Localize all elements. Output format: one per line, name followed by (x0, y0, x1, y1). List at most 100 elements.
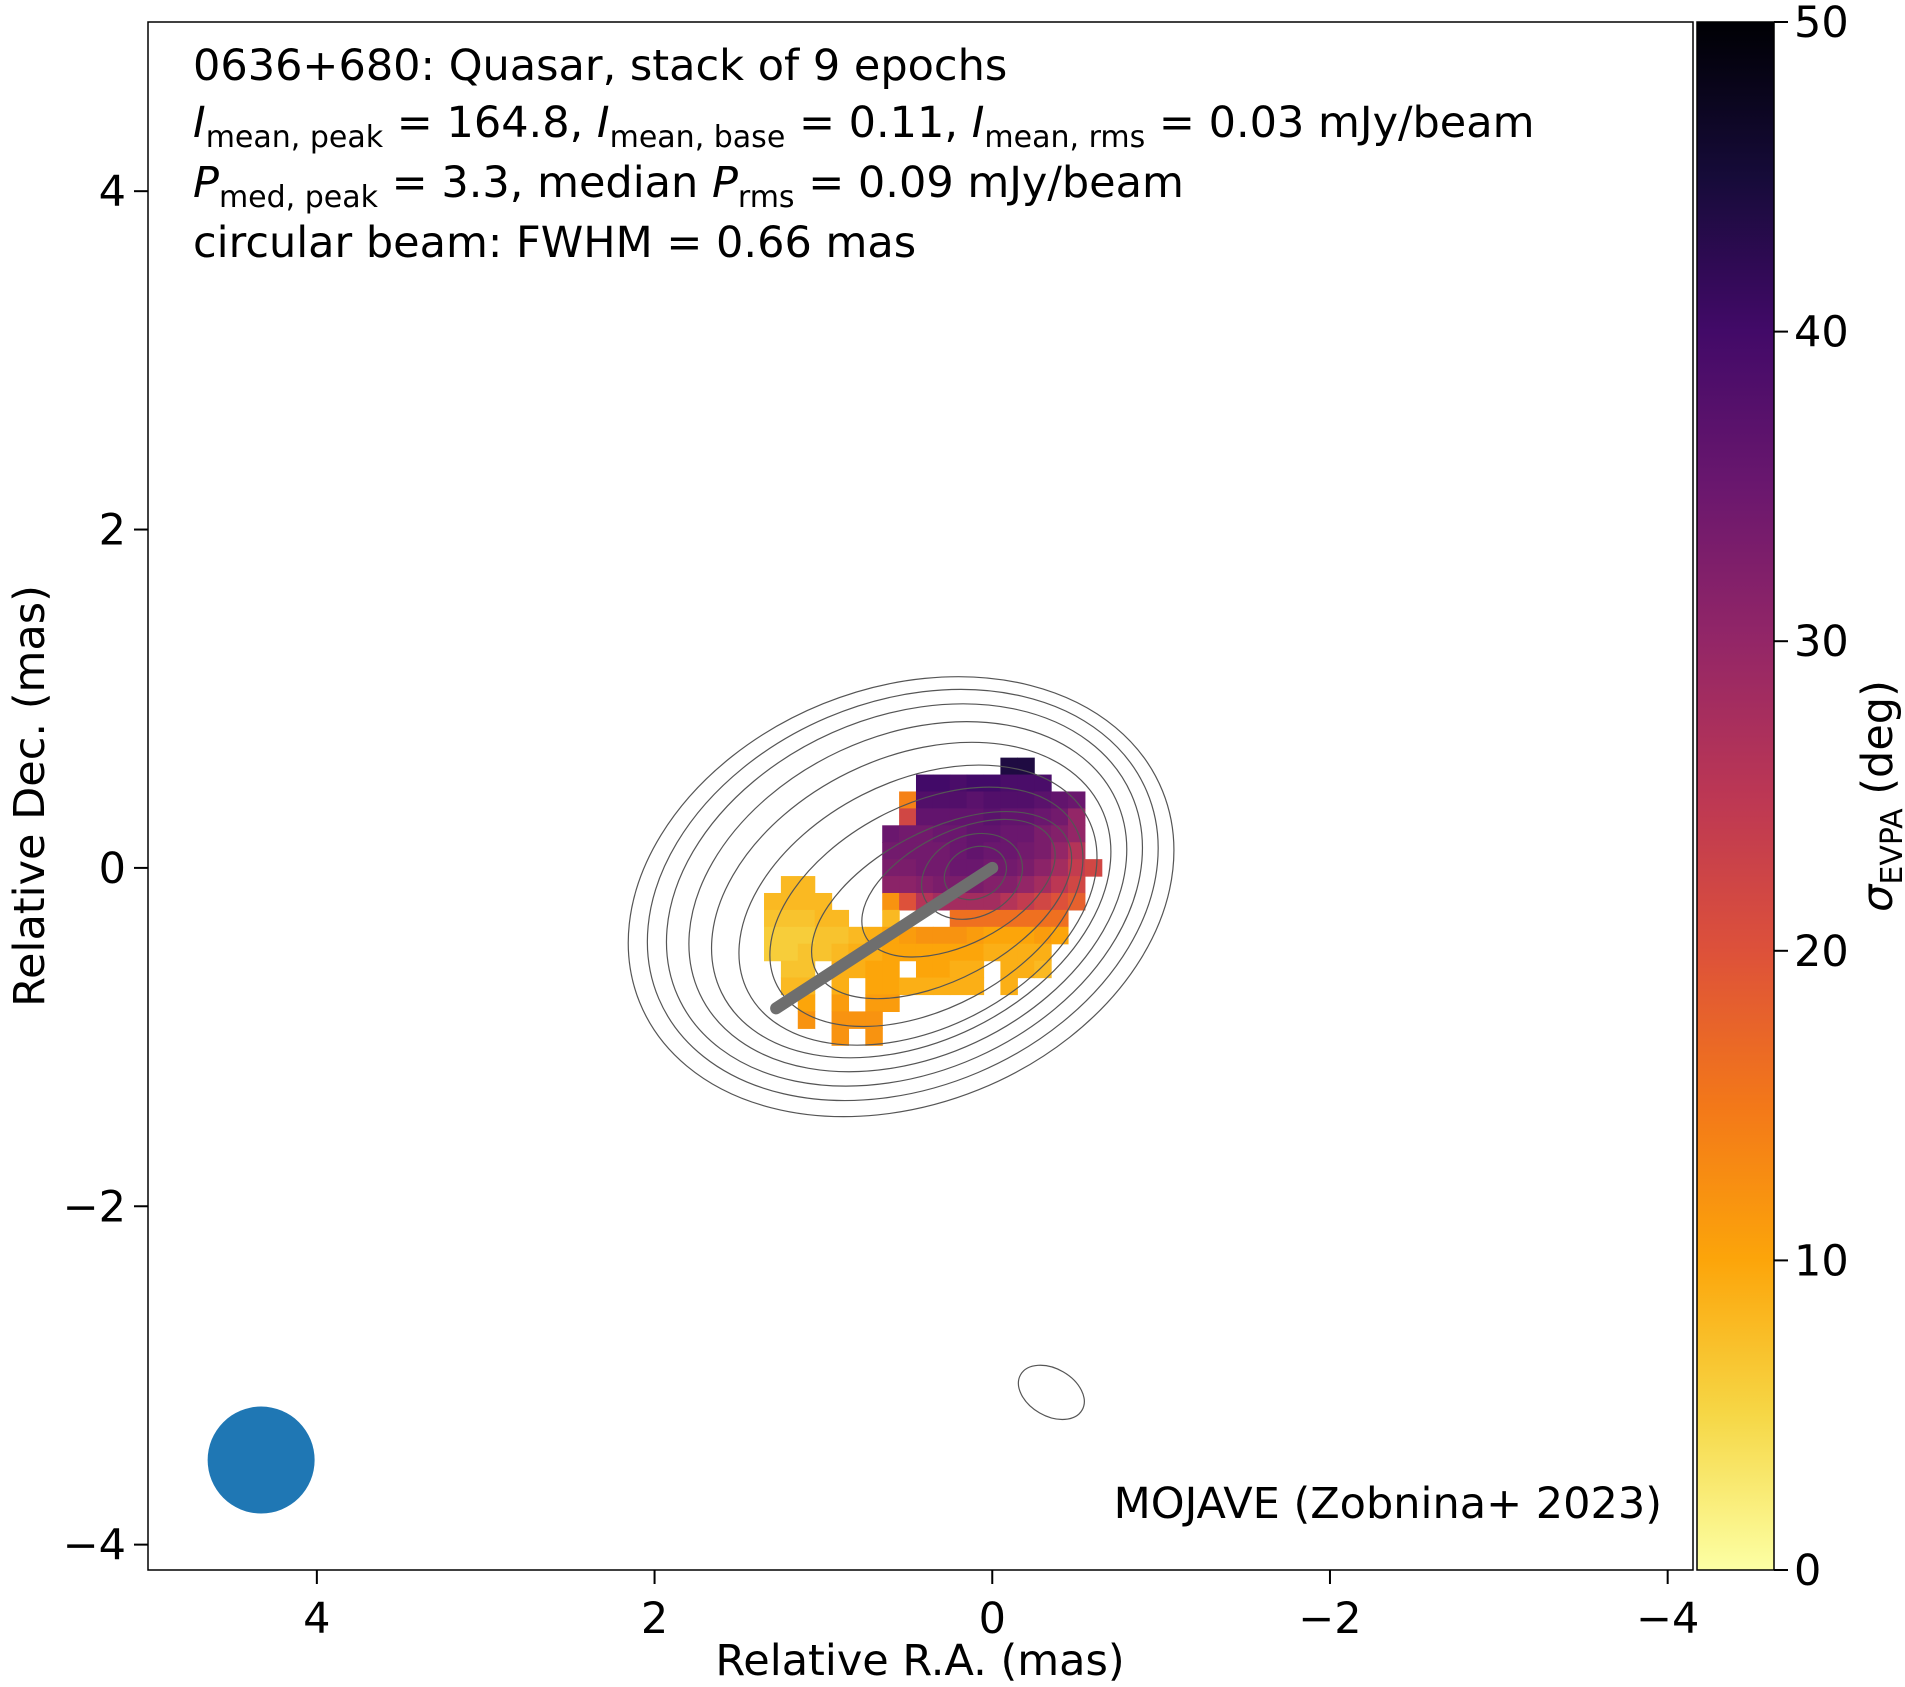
y-tick-label: 4 (99, 167, 126, 217)
sigma-evpa-pixel (831, 926, 850, 945)
intensity-contour (665, 703, 1144, 1087)
sigma-evpa-pixel (1000, 757, 1018, 776)
y-axis-label: Relative Dec. (mas) (5, 585, 55, 1007)
sigma-evpa-pixel (1000, 977, 1018, 996)
sigma-evpa-pixel (1034, 876, 1052, 894)
sigma-evpa-pixel (1051, 791, 1069, 809)
x-tick-label: −2 (1298, 1594, 1361, 1644)
sigma-evpa-pixel (1067, 859, 1086, 877)
sigma-evpa-pixel (882, 892, 900, 911)
colorbar-tick-label: 10 (1794, 1236, 1849, 1286)
sigma-evpa-pixel (949, 926, 968, 945)
sigma-evpa-pixel (1067, 842, 1086, 860)
sigma-evpa-pixel (949, 859, 968, 877)
annotation-line-1: 0636+680: Quasar, stack of 9 epochs (193, 41, 1007, 91)
sigma-evpa-pixel (1067, 892, 1086, 911)
sigma-evpa-pixel (983, 774, 1002, 793)
sigma-evpa-pixel (1000, 859, 1018, 877)
sigma-evpa-pixel (1067, 825, 1086, 843)
sigma-evpa-pixel (1034, 943, 1052, 962)
sigma-evpa-pixel (1000, 892, 1018, 911)
sigma-evpa-pixel (915, 876, 934, 894)
sigma-evpa-pixel (949, 943, 968, 962)
sigma-evpa-pixel (932, 876, 951, 894)
sigma-evpa-pixel (831, 994, 850, 1013)
y-axis-ticks: 4 2 0 −2 −4 (63, 167, 148, 1571)
sigma-evpa-pixel (949, 791, 968, 809)
intensity-contour (769, 786, 1084, 1028)
colorbar-tick-label: 0 (1794, 1546, 1821, 1596)
sigma-evpa-pixel (915, 977, 934, 996)
sigma-evpa-pixel (764, 909, 782, 928)
sigma-evpa-pixel (797, 876, 816, 894)
sigma-evpa-pixel (797, 943, 816, 962)
sigma-evpa-pixel (899, 977, 917, 996)
sigma-evpa-pixel (932, 943, 951, 962)
sigma-evpa-pixel (831, 1028, 850, 1046)
sigma-evpa-pixel (949, 842, 968, 860)
sigma-evpa-pixel (966, 842, 985, 860)
sigma-evpa-pixel (966, 909, 985, 928)
intensity-contour (710, 741, 1112, 1059)
sigma-evpa-pixel (899, 943, 917, 962)
sigma-evpa-pixel (899, 892, 917, 911)
sigma-evpa-pixel (780, 892, 799, 911)
sigma-evpa-pixel (915, 791, 934, 809)
sigma-evpa-pixel (1000, 791, 1018, 809)
sigma-evpa-pixel (966, 977, 985, 996)
sigma-evpa-pixel (1017, 757, 1035, 776)
sigma-evpa-pixel (780, 876, 799, 894)
sigma-evpa-pixel (966, 960, 985, 979)
sigma-evpa-pixel (780, 909, 799, 928)
sigma-evpa-pixel (915, 808, 934, 826)
sigma-evpa-pixel (1034, 791, 1052, 809)
sigma-evpa-pixel (865, 977, 883, 996)
colorbar-gradient (1697, 22, 1774, 1570)
sigma-evpa-pixel (1034, 859, 1052, 877)
intensity-contours (627, 676, 1175, 1421)
sigma-evpa-pixel (848, 926, 866, 945)
colorbar-tick-label: 30 (1794, 617, 1849, 667)
sigma-evpa-pixel (949, 808, 968, 826)
sigma-evpa-pixel (882, 876, 900, 894)
sigma-evpa-pixel (831, 909, 850, 928)
colorbar-tick-label: 40 (1794, 308, 1849, 358)
x-tick-label: −4 (1636, 1594, 1699, 1644)
sigma-evpa-pixel (1067, 808, 1086, 826)
sigma-evpa-pixel (882, 960, 900, 979)
sigma-evpa-pixel (1017, 892, 1035, 911)
intensity-contour (627, 676, 1175, 1118)
sigma-evpa-pixel (1000, 876, 1018, 894)
sigma-evpa-pixel (1034, 960, 1052, 979)
sigma-evpa-pixel (882, 977, 900, 996)
intensity-contour (688, 721, 1128, 1073)
sigma-evpa-pixel (932, 774, 951, 793)
annotation-block: 0636+680: Quasar, stack of 9 epochs Imea… (193, 41, 1535, 268)
sigma-evpa-pixel (865, 994, 883, 1013)
sigma-evpa-pixel (1017, 825, 1035, 843)
sigma-evpa-pixel (1017, 808, 1035, 826)
sigma-evpa-pixel (865, 1011, 883, 1029)
sigma-evpa-pixel (1017, 842, 1035, 860)
sigma-evpa-pixel (831, 1011, 850, 1029)
annotation-line-3: Pmed, peak = 3.3, median Prms = 0.09 mJy… (193, 158, 1184, 215)
sigma-evpa-pixel (983, 808, 1002, 826)
sigma-evpa-pixel (797, 994, 816, 1013)
jet-direction-line (770, 861, 999, 1015)
sigma-evpa-pixel (1051, 892, 1069, 911)
colorbar-tick-label: 50 (1794, 0, 1849, 48)
sigma-evpa-pixel (915, 960, 934, 979)
y-tick-label: −4 (63, 1521, 126, 1571)
sigma-evpa-pixel (814, 926, 833, 945)
sigma-evpa-pixel (882, 842, 900, 860)
y-tick-label: 0 (99, 844, 126, 894)
sigma-evpa-pixel (882, 943, 900, 962)
sigma-evpa-pixel (1000, 943, 1018, 962)
sigma-evpa-pixel (797, 926, 816, 945)
sigma-evpa-pixel (764, 943, 782, 962)
sigma-evpa-pixel (797, 892, 816, 911)
axes-frame (147, 21, 1694, 1571)
annotation-line-2: Imean, peak = 164.8, Imean, base = 0.11,… (193, 98, 1535, 155)
sigma-evpa-pixel (915, 774, 934, 793)
